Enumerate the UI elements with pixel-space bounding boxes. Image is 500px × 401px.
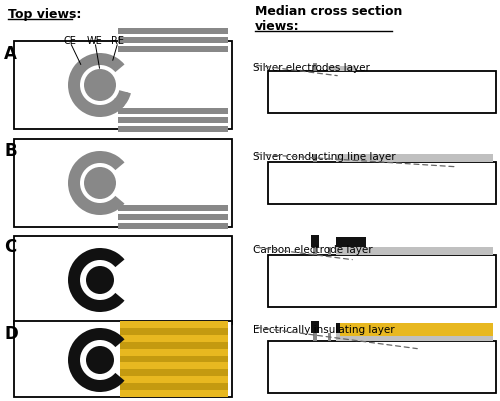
Bar (268, 162, 496, 205)
Wedge shape (68, 54, 124, 118)
Text: Electrically insulating layer: Electrically insulating layer (253, 324, 394, 334)
Bar (328, 247, 331, 255)
Bar (118, 47, 228, 53)
Bar (118, 205, 228, 211)
Text: CE: CE (64, 36, 76, 46)
Bar (313, 64, 317, 72)
Bar (313, 333, 317, 341)
Bar (118, 38, 228, 44)
Bar (340, 323, 493, 336)
Bar (268, 72, 496, 114)
Bar (313, 247, 317, 255)
Bar (268, 341, 496, 393)
Text: Top views:: Top views: (8, 8, 82, 21)
Bar (118, 109, 228, 115)
Circle shape (86, 346, 114, 374)
Bar (328, 333, 331, 341)
Circle shape (84, 168, 116, 200)
Bar (120, 342, 228, 349)
Text: WE: WE (87, 36, 103, 46)
Circle shape (84, 70, 116, 102)
Bar (336, 155, 493, 162)
Bar (336, 237, 366, 247)
Text: Median cross section
views:: Median cross section views: (255, 5, 402, 33)
Circle shape (81, 341, 119, 379)
Text: C: C (4, 237, 16, 255)
Wedge shape (68, 328, 124, 392)
Circle shape (123, 93, 129, 99)
Bar (120, 383, 228, 390)
Wedge shape (68, 152, 124, 215)
Bar (118, 29, 228, 35)
Text: Carbon electrode layer: Carbon electrode layer (253, 244, 372, 254)
Bar (336, 247, 493, 255)
Text: RE: RE (112, 36, 124, 46)
Bar (120, 369, 228, 376)
Bar (311, 235, 319, 247)
Bar (14, 140, 232, 227)
Bar (268, 255, 496, 307)
Bar (14, 42, 232, 130)
Bar (311, 321, 319, 333)
Bar (120, 321, 228, 397)
Text: B: B (4, 142, 16, 160)
Text: Silver conducting line layer: Silver conducting line layer (253, 152, 396, 162)
Text: D: D (4, 324, 18, 342)
Text: A: A (4, 45, 17, 63)
Bar (118, 215, 228, 221)
Bar (120, 356, 228, 363)
Circle shape (86, 266, 114, 294)
Bar (328, 67, 356, 72)
Circle shape (81, 261, 119, 299)
Bar (118, 118, 228, 124)
Bar (14, 321, 232, 397)
Bar (313, 155, 317, 162)
Bar (336, 323, 366, 333)
Bar (118, 223, 228, 229)
Wedge shape (68, 248, 124, 312)
Bar (14, 237, 232, 324)
Bar (118, 127, 228, 133)
Wedge shape (114, 91, 131, 108)
Bar (336, 333, 493, 341)
Text: Silver electrodes layer: Silver electrodes layer (253, 63, 370, 73)
Bar (120, 328, 228, 335)
